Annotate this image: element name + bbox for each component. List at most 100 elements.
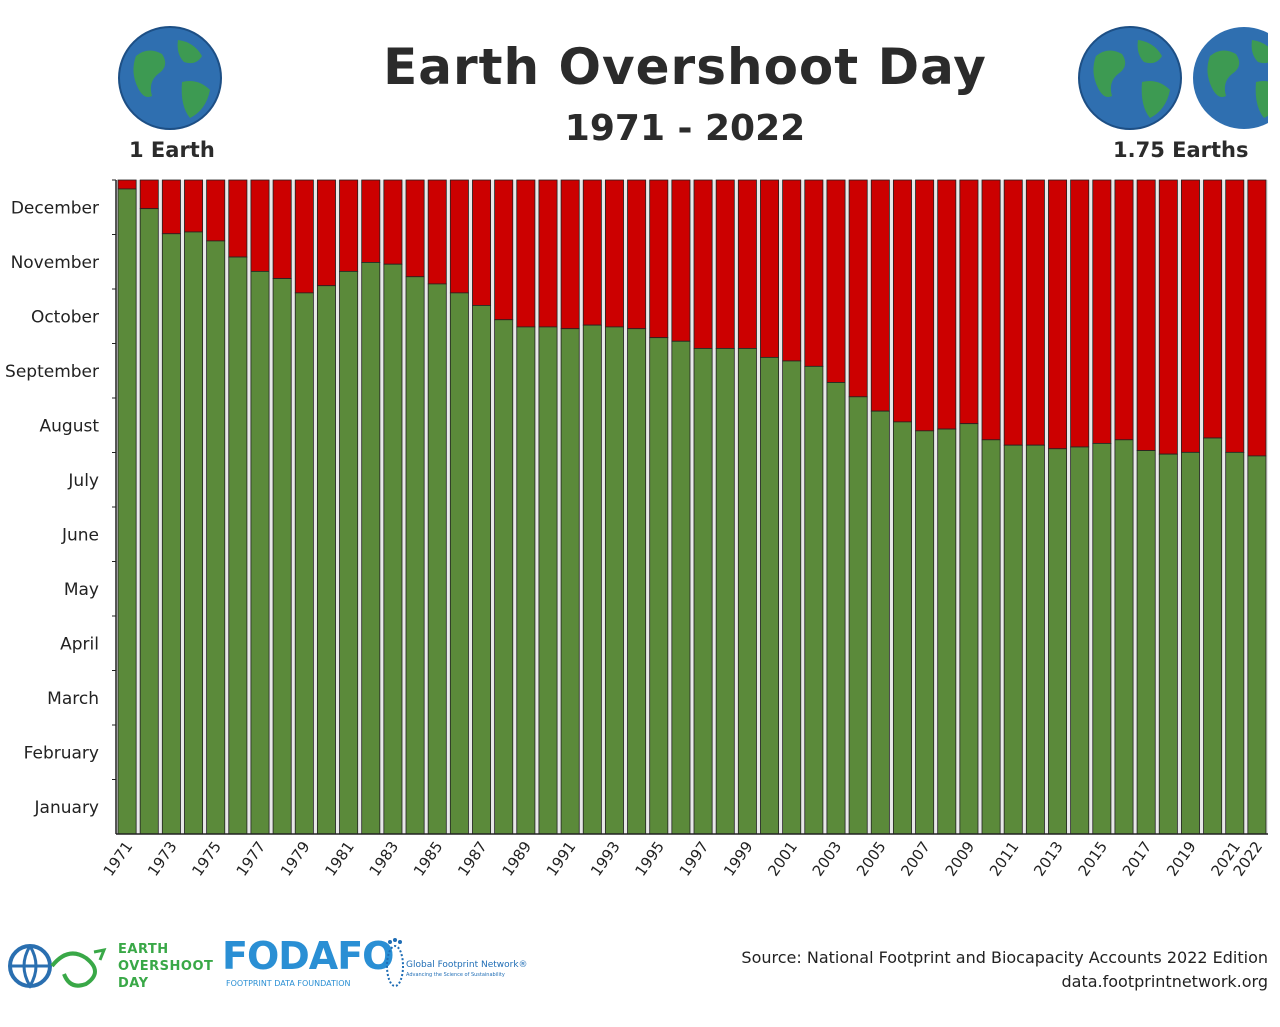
overshoot-bar-1978 bbox=[272, 179, 292, 279]
overshoot-bar-1993 bbox=[604, 179, 624, 328]
overshoot-bar-1974 bbox=[184, 179, 204, 233]
overshoot-bar-1971 bbox=[117, 179, 137, 190]
y-tick-label: July bbox=[67, 471, 99, 491]
overshoot-bar-2002 bbox=[804, 179, 824, 367]
global-footprint-network-logo: Global Footprint Network® bbox=[406, 960, 528, 970]
overshoot-bar-1985 bbox=[427, 179, 447, 285]
overshoot-bar-1982 bbox=[361, 179, 381, 263]
within-budget-bar-2006 bbox=[892, 421, 912, 835]
within-budget-bar-2002 bbox=[804, 365, 824, 835]
x-tick-label: 2011 bbox=[986, 838, 1023, 880]
overshoot-bar-2022 bbox=[1247, 179, 1267, 457]
x-tick-label: 1981 bbox=[321, 838, 358, 880]
overshoot-bar-1996 bbox=[671, 179, 691, 342]
within-budget-bar-2015 bbox=[1092, 442, 1112, 835]
globe-icon bbox=[1193, 27, 1268, 129]
within-budget-bar-1986 bbox=[449, 292, 469, 835]
x-tick-label: 1987 bbox=[454, 838, 491, 880]
within-budget-bar-2018 bbox=[1158, 453, 1178, 835]
y-tick-label: September bbox=[5, 362, 99, 382]
x-tick-label: 2015 bbox=[1074, 838, 1111, 880]
x-tick-label: 2001 bbox=[764, 838, 801, 880]
earth-overshoot-day-logo bbox=[8, 944, 107, 989]
x-tick-label: 2005 bbox=[853, 838, 890, 880]
within-budget-bar-1980 bbox=[316, 285, 336, 835]
within-budget-bar-1996 bbox=[671, 340, 691, 835]
x-tick-label: 1989 bbox=[498, 838, 535, 880]
y-tick-label: March bbox=[47, 689, 99, 709]
within-budget-bar-1972 bbox=[139, 208, 159, 835]
x-tick-label: 2017 bbox=[1119, 838, 1156, 880]
x-tick-label: 1999 bbox=[720, 838, 757, 880]
x-tick-label: 2003 bbox=[809, 838, 846, 880]
overshoot-bar-1994 bbox=[627, 179, 647, 330]
overshoot-bar-2006 bbox=[892, 179, 912, 423]
within-budget-bar-1977 bbox=[250, 270, 270, 835]
y-tick-label: May bbox=[64, 580, 99, 600]
overshoot-bar-1999 bbox=[737, 179, 757, 349]
overshoot-bar-2009 bbox=[959, 179, 979, 425]
within-budget-bar-1973 bbox=[161, 233, 181, 835]
within-budget-bar-2010 bbox=[981, 439, 1001, 835]
y-tick-label: April bbox=[60, 634, 99, 654]
overshoot-bar-1995 bbox=[649, 179, 669, 339]
within-budget-bar-2017 bbox=[1136, 450, 1156, 835]
within-budget-bar-2008 bbox=[937, 428, 957, 835]
within-budget-bar-1979 bbox=[294, 292, 314, 835]
fodafo-logo: FODAFO bbox=[222, 934, 394, 978]
within-budget-bar-2009 bbox=[959, 423, 979, 835]
x-tick-label: 1995 bbox=[631, 838, 668, 880]
within-budget-bar-2007 bbox=[915, 430, 935, 835]
within-budget-bar-2019 bbox=[1180, 451, 1200, 835]
within-budget-bar-1991 bbox=[560, 328, 580, 835]
within-budget-bar-2003 bbox=[826, 382, 846, 835]
overshoot-bar-2005 bbox=[870, 179, 890, 412]
chart-title: Earth Overshoot Day bbox=[383, 38, 987, 96]
within-budget-bar-1981 bbox=[339, 270, 359, 835]
x-tick-label: 1977 bbox=[233, 838, 270, 880]
within-budget-bar-1999 bbox=[737, 348, 757, 835]
overshoot-bar-1997 bbox=[693, 179, 713, 349]
chart-subtitle: 1971 - 2022 bbox=[564, 108, 806, 149]
within-budget-bar-1997 bbox=[693, 348, 713, 835]
within-budget-bar-1982 bbox=[361, 262, 381, 835]
within-budget-bar-2012 bbox=[1025, 444, 1045, 835]
overshoot-bar-chart: January February March April May June July Augu… bbox=[5, 179, 1268, 880]
within-budget-bar-2004 bbox=[848, 396, 868, 835]
y-tick-label: February bbox=[24, 743, 99, 763]
overshoot-bar-1981 bbox=[339, 179, 359, 272]
overshoot-bar-1986 bbox=[449, 179, 469, 294]
y-tick-label: October bbox=[31, 307, 99, 327]
x-tick-label: 2013 bbox=[1030, 838, 1067, 880]
x-tick-label: 1979 bbox=[277, 838, 314, 880]
within-budget-bar-2013 bbox=[1048, 448, 1068, 835]
overshoot-bar-1972 bbox=[139, 179, 159, 210]
overshoot-bar-1992 bbox=[582, 179, 602, 326]
overshoot-bar-2020 bbox=[1203, 179, 1223, 439]
within-budget-bar-1984 bbox=[405, 276, 425, 835]
globe-icon bbox=[118, 26, 222, 130]
y-tick-label: January bbox=[34, 798, 99, 818]
overshoot-bar-2007 bbox=[915, 179, 935, 432]
within-budget-bar-1976 bbox=[228, 256, 248, 835]
within-budget-bar-1992 bbox=[582, 324, 602, 835]
within-budget-bar-1998 bbox=[715, 348, 735, 835]
one-earth-label: 1 Earth bbox=[129, 138, 215, 162]
overshoot-bar-2011 bbox=[1003, 179, 1023, 446]
overshoot-bar-1975 bbox=[206, 179, 226, 242]
overshoot-bar-1979 bbox=[294, 179, 314, 294]
within-budget-bar-2000 bbox=[760, 356, 780, 835]
y-tick-label: December bbox=[11, 198, 99, 218]
overshoot-bar-2015 bbox=[1092, 179, 1112, 444]
within-budget-bar-2021 bbox=[1225, 451, 1245, 835]
overshoot-bar-1987 bbox=[472, 179, 492, 306]
x-tick-label: 1993 bbox=[587, 838, 624, 880]
overshoot-bar-2004 bbox=[848, 179, 868, 398]
overshoot-bar-1984 bbox=[405, 179, 425, 278]
x-tick-label: 2019 bbox=[1163, 838, 1200, 880]
x-tick-label: 1997 bbox=[676, 838, 713, 880]
source-note: Source: National Footprint and Biocapaci… bbox=[741, 948, 1268, 991]
overshoot-bar-2013 bbox=[1048, 179, 1068, 450]
within-budget-bar-1993 bbox=[604, 326, 624, 835]
overshoot-bar-2012 bbox=[1025, 179, 1045, 446]
